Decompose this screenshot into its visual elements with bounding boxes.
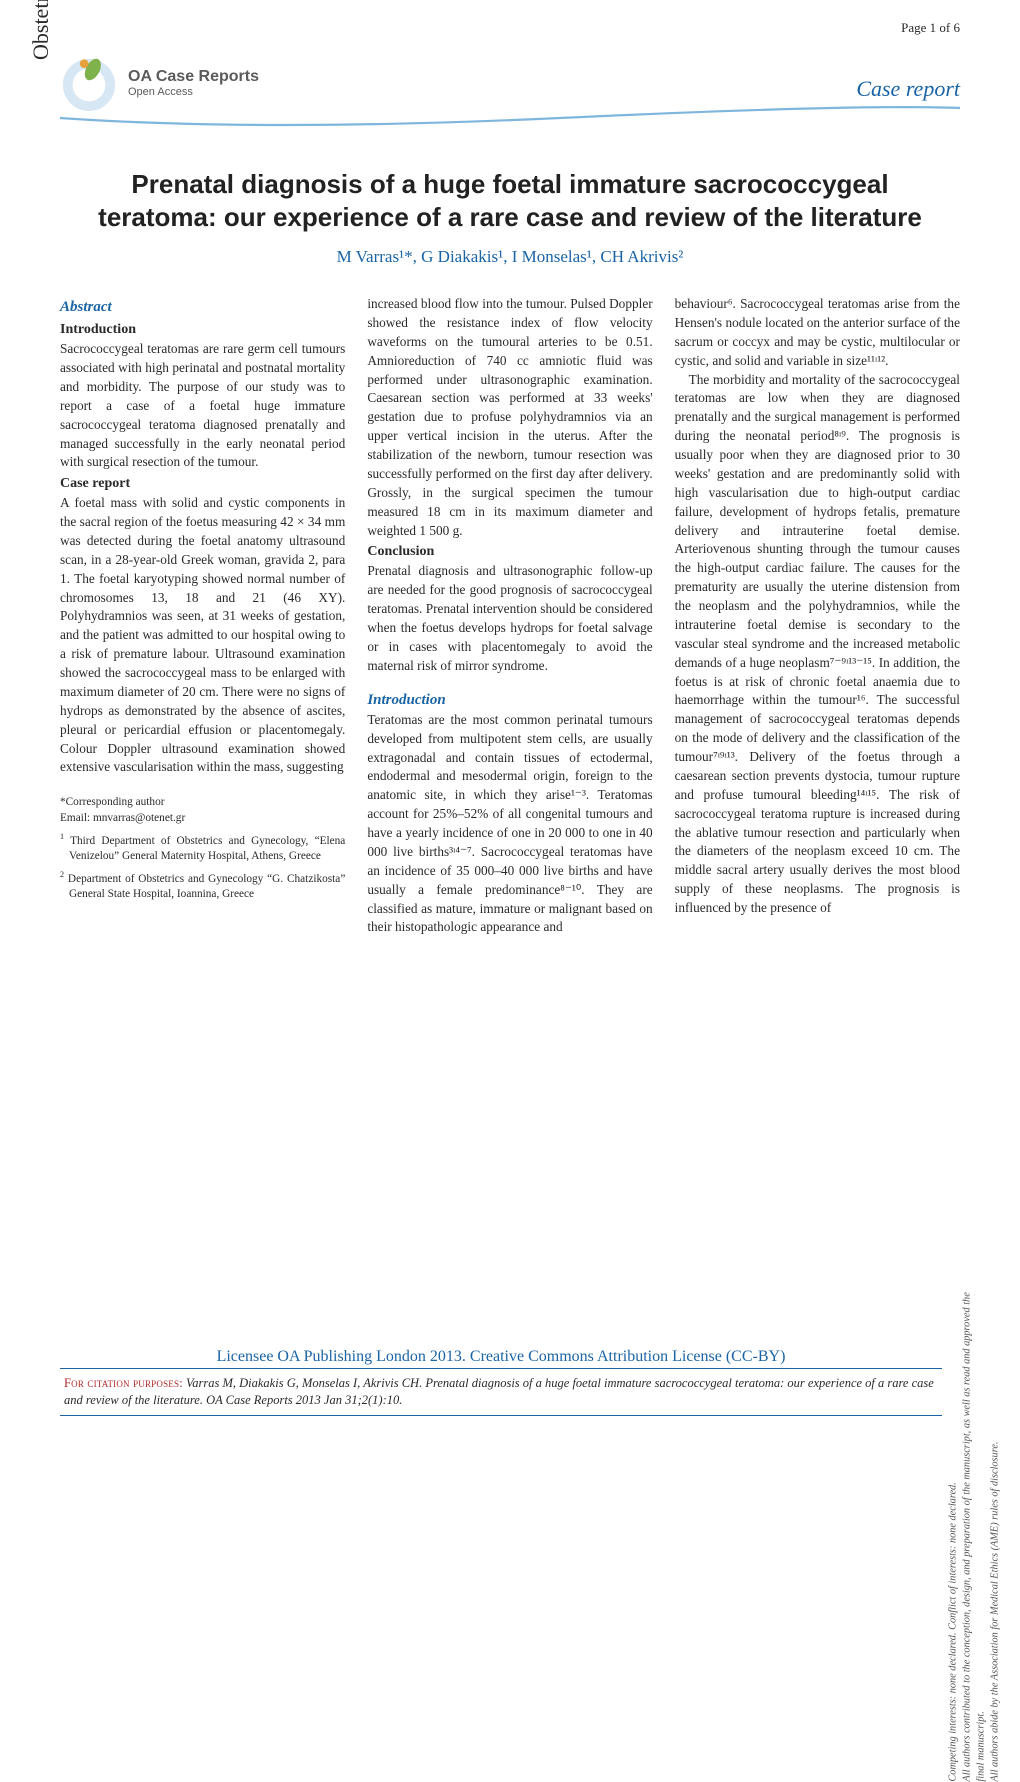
abstract-case-continued: increased blood flow into the tumour. Pu… bbox=[367, 295, 652, 540]
column-middle: increased blood flow into the tumour. Pu… bbox=[367, 295, 652, 937]
conclusion-subheading: Conclusion bbox=[367, 542, 652, 562]
introduction-heading: Introduction bbox=[367, 690, 652, 711]
article-title: Prenatal diagnosis of a huge foetal imma… bbox=[60, 168, 960, 233]
case-report-subheading: Case report bbox=[60, 474, 345, 494]
abstract-conclusion-paragraph: Prenatal diagnosis and ultrasonographic … bbox=[367, 562, 652, 675]
spine-category-label: Obstetrics & Gynecology bbox=[28, 0, 54, 60]
side-disclosure-block: Competing interests: none declared. Conf… bbox=[946, 1282, 1002, 1782]
journal-name-sub: Open Access bbox=[128, 86, 259, 98]
abstract-case-paragraph: A foetal mass with solid and cystic comp… bbox=[60, 494, 345, 777]
citation-box: For citation purposes: Varras M, Diakaki… bbox=[60, 1368, 942, 1416]
page-number: Page 1 of 6 bbox=[901, 20, 960, 36]
author-line: M Varras¹*, G Diakakis¹, I Monselas¹, CH… bbox=[60, 247, 960, 267]
intro-subheading: Introduction bbox=[60, 320, 345, 340]
introduction-paragraph-1: Teratomas are the most common perinatal … bbox=[367, 711, 652, 938]
disclosure-line-2: All authors contributed to the conceptio… bbox=[960, 1282, 988, 1782]
page: Page 1 of 6 Obstetrics & Gynecology OA C… bbox=[0, 0, 1020, 1442]
citation-text: Varras M, Diakakis G, Monselas I, Akrivi… bbox=[64, 1376, 934, 1407]
abstract-heading: Abstract bbox=[60, 297, 345, 318]
footnotes-block: *Corresponding author Email: mnvarras@ot… bbox=[60, 795, 345, 902]
title-block: Prenatal diagnosis of a huge foetal imma… bbox=[60, 168, 960, 233]
citation-prefix: For citation purposes: bbox=[64, 1376, 183, 1390]
affiliation-1: 1 Third Department of Obstetrics and Gyn… bbox=[60, 832, 345, 864]
column-left: Abstract Introduction Sacrococcygeal ter… bbox=[60, 295, 345, 937]
section-type-label: Case report bbox=[856, 76, 960, 102]
affiliation-2: 2 Department of Obstetrics and Gynecolog… bbox=[60, 870, 345, 902]
journal-name-main: OA Case Reports bbox=[128, 68, 259, 86]
header-swoosh-icon bbox=[60, 104, 960, 134]
journal-name: OA Case Reports Open Access bbox=[128, 68, 259, 98]
disclosure-line-3: All authors abide by the Association for… bbox=[988, 1282, 1002, 1782]
column-right: behaviour⁶. Sacrococcygeal teratomas ari… bbox=[675, 295, 960, 937]
license-line: Licensee OA Publishing London 2013. Crea… bbox=[60, 1348, 942, 1366]
abstract-intro-paragraph: Sacrococcygeal teratomas are rare germ c… bbox=[60, 340, 345, 472]
introduction-paragraph-2: behaviour⁶. Sacrococcygeal teratomas ari… bbox=[675, 295, 960, 371]
body-columns: Abstract Introduction Sacrococcygeal ter… bbox=[60, 295, 960, 937]
corresponding-author-email: Email: mnvarras@otenet.gr bbox=[60, 811, 345, 826]
page-header: OA Case Reports Open Access Case report bbox=[60, 54, 960, 134]
introduction-paragraph-3: The morbidity and mortality of the sacro… bbox=[675, 371, 960, 918]
disclosure-line-1: Competing interests: none declared. Conf… bbox=[946, 1282, 960, 1782]
corresponding-author-label: *Corresponding author bbox=[60, 795, 345, 810]
